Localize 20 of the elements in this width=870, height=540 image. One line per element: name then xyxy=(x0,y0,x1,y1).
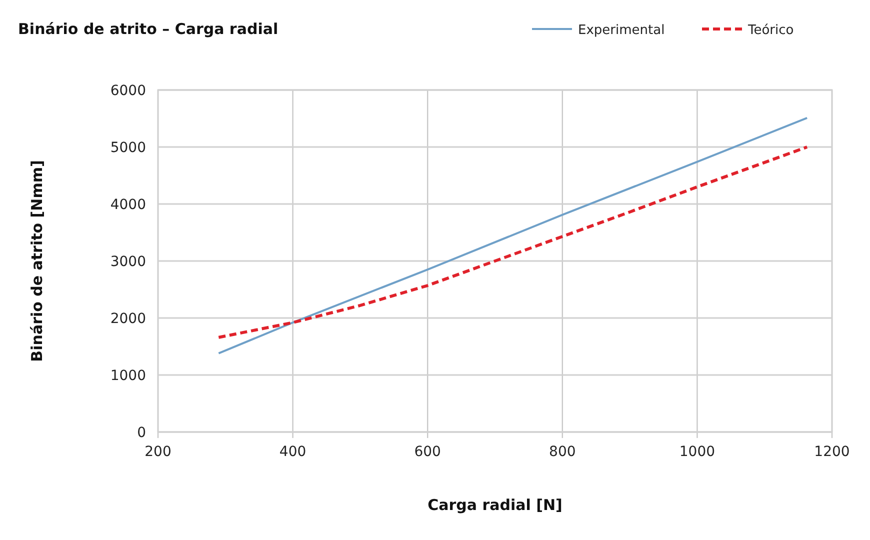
x-tick-label: 600 xyxy=(414,444,441,460)
y-tick-label: 4000 xyxy=(110,197,146,213)
x-tick-label: 400 xyxy=(279,444,306,460)
y-tick-label: 3000 xyxy=(110,254,146,270)
x-axis-title: Carga radial [N] xyxy=(428,496,562,514)
chart-title: Binário de atrito – Carga radial xyxy=(18,20,278,38)
y-tick-label: 5000 xyxy=(110,140,146,156)
y-tick-label: 0 xyxy=(137,425,146,441)
line-series xyxy=(217,146,809,339)
x-tick-label: 1200 xyxy=(814,444,850,460)
y-axis-title: Binário de atrito [Nmm] xyxy=(28,160,46,362)
line-series xyxy=(218,116,808,354)
y-tick-label: 2000 xyxy=(110,311,146,327)
legend-label: Teórico xyxy=(747,23,794,38)
y-tick-label: 6000 xyxy=(110,83,146,99)
y-tick-label: 1000 xyxy=(110,368,146,384)
x-tick-label: 200 xyxy=(144,444,172,460)
x-tick-label: 1000 xyxy=(679,444,716,460)
legend-label: Experimental xyxy=(578,23,665,38)
x-tick-label: 800 xyxy=(549,444,576,460)
